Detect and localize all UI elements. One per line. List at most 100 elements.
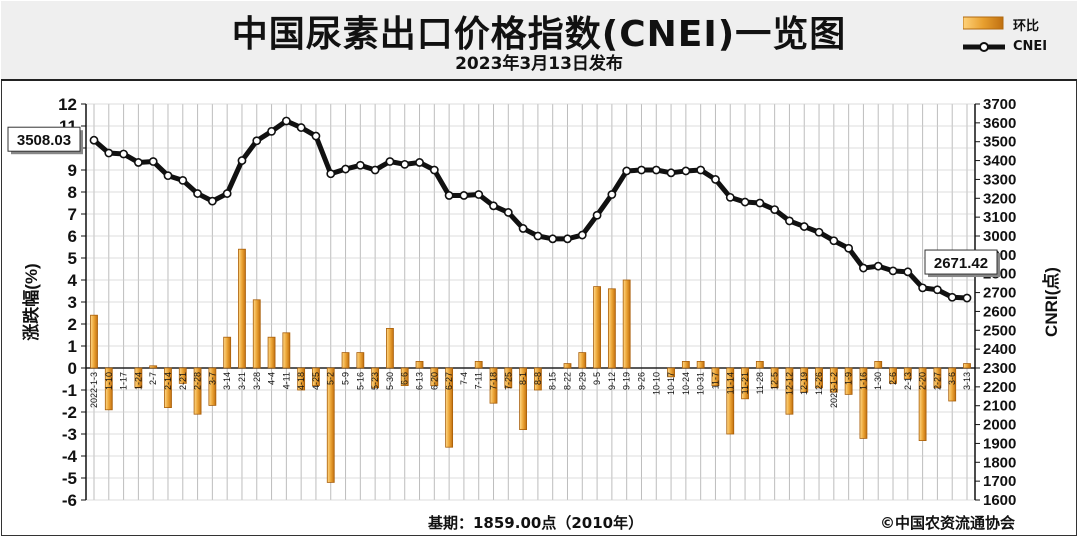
x-tick-label: 2023-1-2	[829, 372, 839, 408]
x-tick-label: 6-13	[415, 372, 425, 390]
legend-line-label: CNEI	[1013, 39, 1048, 54]
x-tick-label: 10-10	[651, 372, 661, 395]
bar	[238, 248, 246, 369]
bar	[918, 367, 927, 441]
bar	[489, 367, 498, 404]
bar	[267, 336, 276, 369]
x-tick-label: 2-13	[903, 372, 913, 390]
bar	[593, 286, 601, 369]
x-tick-label: 8-15	[548, 372, 558, 390]
x-tick-label: 8-8	[533, 372, 543, 385]
bar	[800, 367, 809, 393]
x-tick-label: 1-16	[858, 372, 868, 390]
x-tick-label: 3-28	[252, 372, 262, 390]
y2-tick-label: 2200	[983, 379, 1016, 396]
cnei-point	[326, 169, 336, 179]
bar	[297, 367, 306, 391]
y2-tick-label: 2500	[983, 322, 1016, 339]
x-tick-label: 7-25	[503, 372, 513, 390]
bar	[356, 352, 365, 369]
y2-tick-label: 1800	[983, 454, 1016, 471]
y-tick-label: -5	[62, 469, 77, 488]
bar	[785, 367, 794, 415]
y-tick-label: 6	[68, 227, 77, 246]
cnei-point	[222, 189, 232, 198]
x-tick-label: 3-13	[962, 372, 972, 390]
cnei-point	[563, 234, 572, 244]
cnei-point	[666, 168, 676, 178]
x-tick-label: 11-14	[725, 372, 735, 394]
x-tick-label: 8-22	[562, 372, 572, 390]
annotation-box	[924, 249, 998, 275]
bar	[622, 279, 631, 369]
bar	[400, 367, 409, 387]
y2-tick-label: 3000	[983, 228, 1016, 245]
cnei-point	[696, 165, 706, 175]
cnei-point	[148, 157, 158, 166]
cnei-point	[296, 123, 306, 132]
cnei-point	[193, 189, 202, 198]
x-tick-label: 5-23	[370, 372, 380, 390]
cnei-point	[962, 293, 972, 303]
x-tick-label: 6-27	[444, 372, 454, 390]
x-tick-label: 1-10	[104, 372, 114, 390]
bar	[815, 367, 823, 389]
y-tick-label: 2	[68, 315, 77, 334]
x-tick-label: 2-6	[888, 372, 898, 385]
bar	[711, 367, 720, 387]
bar	[193, 367, 202, 415]
bar	[474, 360, 483, 369]
legend-bar-swatch	[963, 16, 1004, 30]
cnei-point	[933, 285, 942, 295]
y-tick-label: -1	[62, 381, 77, 400]
cnei-point	[637, 165, 646, 175]
bar	[770, 367, 779, 389]
bar	[341, 352, 350, 369]
bar	[149, 365, 158, 369]
cnei-point	[770, 205, 780, 214]
cnei-point	[548, 234, 558, 244]
bar	[178, 367, 187, 384]
y2-tick-label: 2400	[983, 341, 1016, 358]
bar	[859, 367, 868, 439]
x-tick-label: 2022-1-3	[89, 372, 99, 408]
bar	[134, 367, 143, 389]
cnei-point	[533, 231, 543, 241]
bar	[829, 367, 838, 393]
y-tick-label: -6	[62, 491, 77, 510]
chart-legend: 环比 CNEI	[961, 11, 1071, 59]
cnei-point	[814, 227, 824, 237]
cnei-point	[133, 158, 143, 167]
bar	[667, 367, 675, 378]
chart-title: 中国尿素出口价格指数(CNEI)一览图	[231, 14, 847, 55]
x-tick-label: 10-17	[666, 372, 676, 395]
y-tick-label: 4	[68, 271, 78, 290]
cnei-point	[267, 126, 276, 136]
cnei-point	[651, 165, 661, 175]
bar	[312, 367, 320, 387]
x-tick-label: 4-25	[311, 372, 321, 390]
y-tick-label: -2	[62, 403, 77, 422]
x-tick-label: 1-9	[844, 372, 854, 385]
cnei-point	[873, 261, 883, 271]
cnei-point	[415, 158, 424, 167]
cnei-point	[607, 190, 617, 199]
cnei-point	[237, 156, 247, 165]
cnei-point	[89, 135, 99, 145]
cnei-point	[518, 224, 528, 233]
x-tick-label: 8-1	[518, 372, 528, 385]
cnei-point	[400, 159, 410, 169]
bar	[164, 367, 172, 408]
y-tick-label: 5	[68, 249, 77, 268]
x-tick-label: 4-4	[267, 372, 277, 385]
x-tick-label: 7-11	[474, 372, 484, 389]
y-tick-label: 8	[68, 183, 77, 202]
y2-tick-label: 3700	[983, 96, 1016, 113]
x-tick-label: 2-28	[193, 372, 203, 390]
bar	[755, 360, 764, 369]
y-tick-label: 12	[58, 95, 77, 114]
y-tick-label: 0	[68, 359, 77, 378]
x-tick-label: 1-24	[133, 372, 143, 390]
x-tick-label: 1-17	[119, 372, 129, 390]
y2-tick-label: 1900	[983, 435, 1016, 452]
